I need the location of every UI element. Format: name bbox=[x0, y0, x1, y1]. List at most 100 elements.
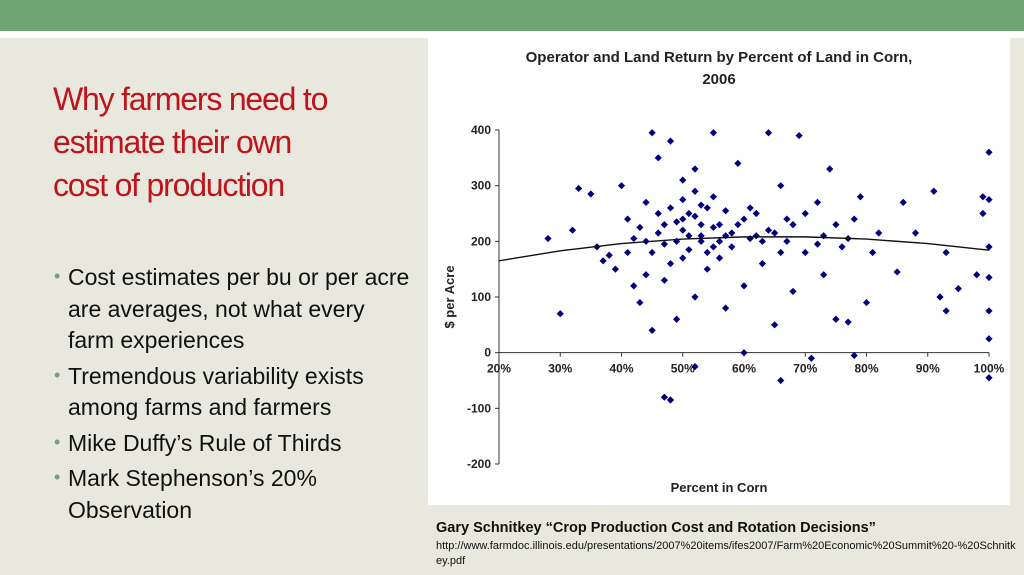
data-point bbox=[746, 204, 754, 212]
data-point bbox=[722, 207, 730, 215]
data-point bbox=[954, 285, 962, 293]
scatter-chart: Operator and Land Return by Percent of L… bbox=[442, 49, 1005, 495]
data-point bbox=[789, 287, 797, 296]
x-tick-label: 80% bbox=[854, 362, 878, 376]
citation-url[interactable]: http://www.farmdoc.illinois.edu/presenta… bbox=[436, 540, 1016, 567]
y-tick-label: -200 bbox=[467, 457, 491, 471]
y-tick-label: -100 bbox=[467, 401, 491, 415]
x-axis-label: Percent in Corn bbox=[671, 480, 768, 495]
citation: Gary Schnitkey “Crop Production Cost and… bbox=[436, 519, 1016, 569]
bullet-dot: • bbox=[54, 431, 61, 452]
bullet-text: Mark Stephenson’s 20% Observation bbox=[68, 465, 317, 523]
y-tick-label: 0 bbox=[484, 346, 491, 360]
data-point bbox=[728, 243, 736, 251]
data-point bbox=[740, 282, 748, 290]
data-point bbox=[630, 282, 638, 290]
data-point bbox=[666, 137, 675, 145]
x-tick-label: 40% bbox=[609, 362, 633, 376]
data-point bbox=[642, 198, 650, 206]
bullet-text: Tremendous variability exists among farm… bbox=[68, 362, 364, 421]
data-point bbox=[648, 129, 656, 137]
bullet-item: • Tremendous variability exists among far… bbox=[53, 361, 413, 424]
data-point bbox=[556, 310, 564, 318]
data-point bbox=[771, 321, 779, 329]
bullet-item: • Mark Stephenson’s 20% Observation bbox=[53, 463, 413, 526]
bullet-item: • Cost estimates per bu or per acre are a… bbox=[53, 262, 413, 357]
data-point bbox=[697, 201, 705, 209]
bullet-dot: • bbox=[54, 364, 61, 385]
bullet-dot: • bbox=[54, 266, 61, 286]
data-point bbox=[666, 204, 675, 212]
data-point bbox=[636, 223, 644, 232]
data-point bbox=[856, 193, 864, 201]
data-point bbox=[715, 221, 724, 229]
data-point bbox=[679, 226, 687, 234]
data-point bbox=[691, 212, 699, 220]
data-point bbox=[703, 265, 711, 273]
data-point bbox=[850, 215, 858, 223]
data-point bbox=[709, 193, 717, 201]
data-point bbox=[826, 165, 834, 173]
data-point bbox=[685, 209, 693, 218]
x-tick-label: 70% bbox=[793, 362, 817, 376]
data-point bbox=[654, 229, 662, 237]
data-point bbox=[722, 304, 730, 312]
data-point bbox=[691, 362, 699, 371]
data-point bbox=[544, 234, 552, 243]
data-point bbox=[654, 209, 662, 218]
data-point bbox=[697, 237, 705, 245]
data-point bbox=[660, 276, 668, 284]
data-point bbox=[764, 129, 773, 137]
data-point bbox=[679, 176, 687, 184]
chart-title-line-2: 2006 bbox=[702, 71, 735, 88]
data-point bbox=[764, 226, 773, 234]
slide-title-line: estimate their own bbox=[53, 124, 292, 160]
data-point bbox=[691, 293, 699, 301]
data-point bbox=[599, 257, 607, 265]
data-point bbox=[752, 232, 760, 240]
data-point bbox=[648, 248, 656, 257]
data-point bbox=[679, 195, 687, 204]
data-point bbox=[624, 215, 632, 223]
data-point bbox=[709, 223, 717, 232]
data-point bbox=[673, 315, 681, 323]
data-point bbox=[850, 351, 858, 360]
data-point bbox=[703, 248, 711, 257]
data-point bbox=[666, 260, 675, 268]
data-point bbox=[807, 354, 815, 362]
data-point bbox=[691, 165, 699, 173]
data-point bbox=[673, 218, 681, 226]
data-point bbox=[985, 273, 993, 282]
y-tick-label: 400 bbox=[471, 123, 491, 137]
y-tick-label: 300 bbox=[471, 179, 491, 193]
data-point bbox=[654, 154, 662, 162]
x-tick-label: 100% bbox=[974, 362, 1005, 376]
bullet-text: Mike Duffy’s Rule of Thirds bbox=[68, 429, 342, 456]
data-point bbox=[911, 229, 920, 237]
data-point bbox=[630, 234, 638, 243]
y-axis-label: $ per Acre bbox=[442, 265, 457, 328]
data-point bbox=[715, 237, 724, 245]
data-point bbox=[660, 240, 668, 248]
data-point bbox=[636, 298, 644, 307]
data-point bbox=[642, 271, 650, 279]
data-point bbox=[985, 335, 993, 343]
data-point bbox=[685, 232, 693, 240]
data-point bbox=[813, 198, 822, 206]
data-point bbox=[752, 209, 760, 218]
data-point bbox=[801, 248, 809, 257]
bullet-text: Cost estimates per bu or per acre are av… bbox=[68, 264, 410, 353]
data-point bbox=[875, 229, 883, 237]
data-point bbox=[813, 240, 822, 248]
data-point bbox=[985, 374, 993, 382]
data-point bbox=[691, 187, 699, 195]
data-point bbox=[801, 209, 809, 218]
data-point bbox=[832, 221, 840, 229]
data-point bbox=[985, 307, 993, 315]
data-point bbox=[936, 293, 944, 301]
data-point bbox=[985, 243, 993, 251]
trendline bbox=[498, 236, 990, 262]
data-point bbox=[617, 182, 626, 190]
data-point bbox=[789, 221, 797, 229]
data-point bbox=[979, 193, 987, 201]
